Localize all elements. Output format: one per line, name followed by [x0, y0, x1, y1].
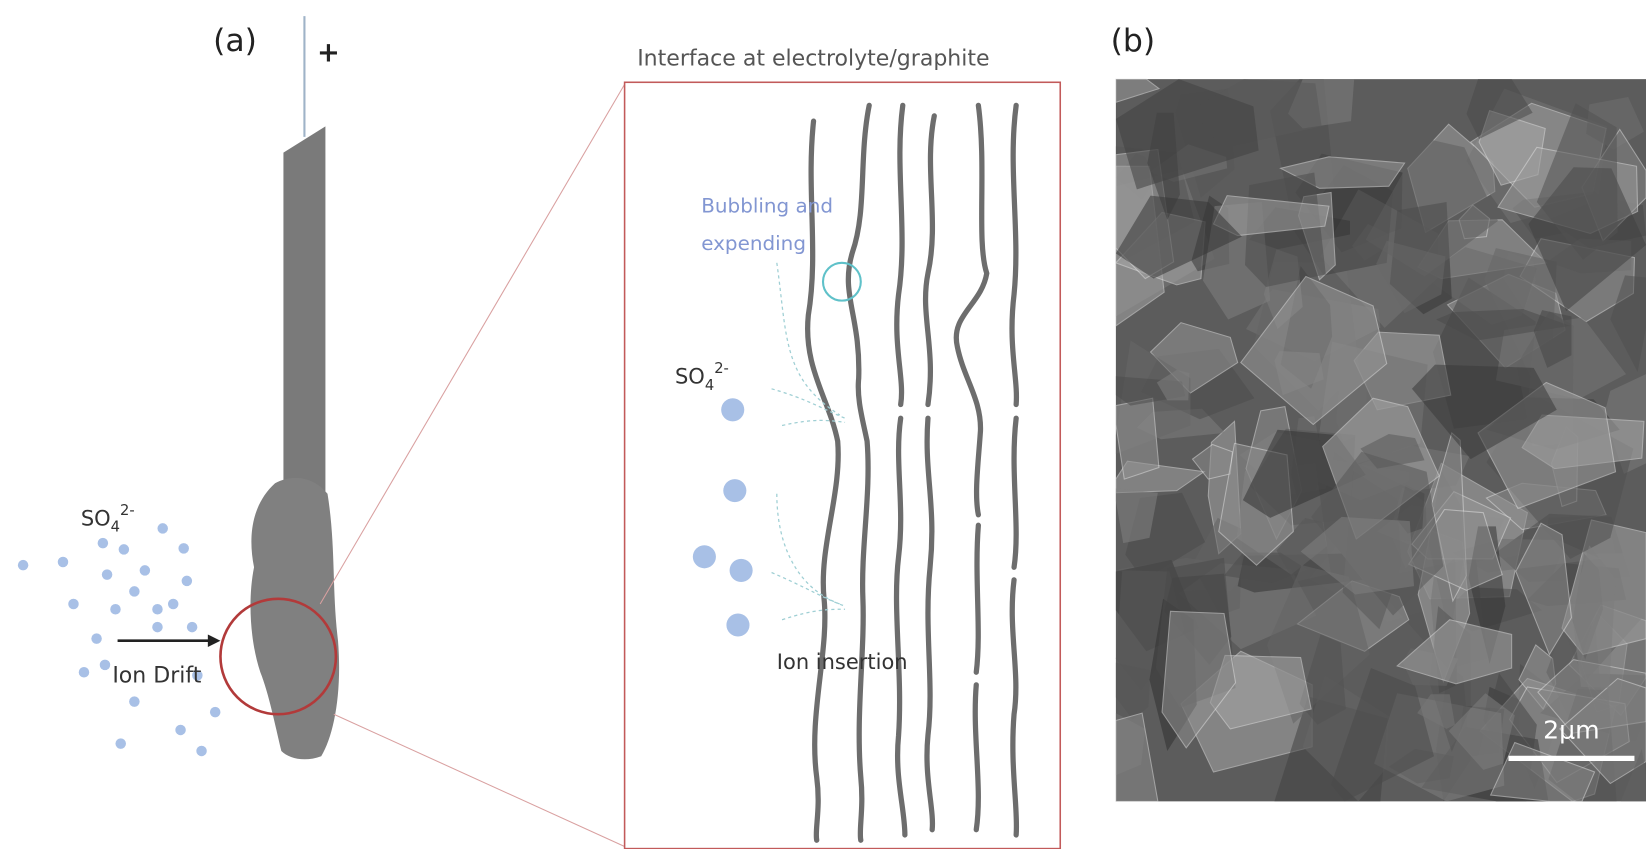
inset-box [625, 82, 1061, 848]
panel-label: (a) [213, 23, 257, 59]
line: expending [701, 231, 806, 255]
polarity: + [317, 37, 340, 68]
scale-label: 2μm [1543, 715, 1600, 744]
ion [18, 560, 28, 570]
electrode [283, 126, 325, 493]
panel-label: (b) [1111, 23, 1156, 59]
flake [1116, 398, 1159, 479]
ion [68, 599, 78, 609]
ion [140, 565, 150, 575]
ion [721, 398, 744, 421]
ion [129, 586, 139, 596]
ion [187, 622, 197, 632]
zoom-line [334, 714, 625, 846]
ion [98, 538, 108, 548]
ion [175, 725, 185, 735]
ion [58, 557, 68, 567]
bubble [823, 263, 861, 301]
ion [210, 707, 220, 717]
figure: (a) + SO42- Ion Drift Interface at elect… [0, 0, 1646, 849]
line: Bubbling and [701, 193, 833, 217]
ion [79, 667, 89, 677]
ion-label: SO42- [675, 360, 729, 394]
ion [115, 738, 125, 748]
insertion-label: Ion insertion [777, 650, 908, 674]
electrode-tip [250, 478, 339, 759]
graphite-layers [808, 105, 1017, 840]
arrow-head [208, 634, 221, 647]
ion [178, 543, 188, 553]
ion [91, 633, 101, 643]
zoom-line [320, 84, 624, 604]
ion [119, 544, 129, 554]
ion [723, 479, 746, 502]
ion [100, 660, 110, 670]
ion [152, 622, 162, 632]
ion [102, 569, 112, 579]
ion-sup: 2- [714, 360, 729, 377]
ion [129, 696, 139, 706]
ion-base: SO [675, 365, 705, 389]
ion [182, 576, 192, 586]
ion-label: SO42- [81, 502, 135, 536]
ion-base: SO [81, 506, 111, 530]
ion [693, 545, 716, 568]
drift-label: Ion Drift [112, 664, 201, 689]
ion [168, 599, 178, 609]
ion [726, 613, 749, 636]
ions [693, 398, 753, 636]
inset-title: Interface at electrolyte/graphite [637, 46, 989, 71]
ion-sup: 2- [120, 502, 135, 519]
ion [157, 523, 167, 533]
ion-sub: 4 [705, 377, 714, 394]
ion [730, 559, 753, 582]
ion-sub: 4 [111, 519, 120, 536]
ion [110, 604, 120, 614]
ion [152, 604, 162, 614]
ion [196, 746, 206, 756]
